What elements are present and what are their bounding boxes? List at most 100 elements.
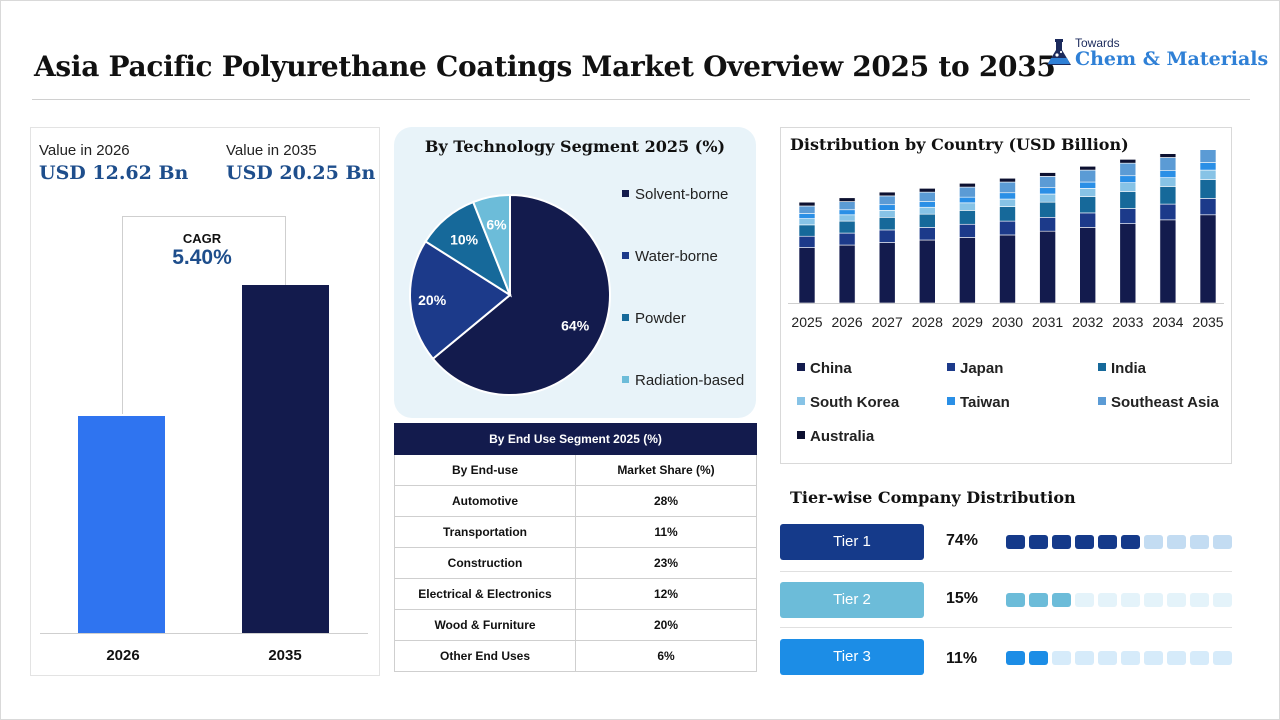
legend-solvent-borne-label: Solvent-borne	[635, 186, 729, 203]
stack-segment-australia-2028	[919, 188, 936, 193]
stack-segment-india-2033	[1119, 191, 1137, 209]
table-row: Automotive 28%	[394, 485, 758, 517]
market-value-panel	[30, 127, 380, 676]
stack-segment-south-korea-2025	[798, 218, 816, 226]
stack-segment-china-2026	[838, 244, 856, 304]
legend-south-korea-label: South Korea	[810, 394, 900, 411]
cagr-label: CAGR	[182, 231, 222, 246]
legend-swatch	[797, 397, 805, 406]
stack-segment-china-2025	[798, 247, 816, 304]
cagr-value: 5.40%	[172, 246, 232, 269]
bar-2026	[78, 416, 165, 633]
stack-segment-taiwan-2034	[1159, 170, 1177, 178]
pie-value-label: 64%	[561, 318, 590, 334]
stack-segment-taiwan-2033	[1119, 175, 1137, 183]
stack-segment-japan-2025	[798, 235, 816, 248]
stack-segment-australia-2027	[878, 191, 896, 197]
technology-pie-chart: 64% 20% 10% 6%	[409, 193, 611, 396]
stack-segment-japan-2030	[999, 220, 1016, 236]
slice-solvent-borne	[431, 193, 611, 396]
value-2035-label: Value in 2035	[226, 142, 317, 159]
legend-southeast-asia: Southeast Asia	[1098, 394, 1219, 411]
stack-segment-japan-2033	[1119, 208, 1137, 224]
tier-3-label: Tier 3	[780, 639, 924, 675]
stack-segment-southeast-asia-2025	[798, 205, 816, 214]
title-divider	[32, 99, 1250, 100]
legend-water-borne: Water-borne	[622, 248, 718, 265]
x-tick-label: 2035	[1192, 314, 1223, 330]
stack-segment-taiwan-2035	[1199, 162, 1217, 171]
stack-segment-taiwan-2029	[959, 196, 976, 204]
tier-dot-empty	[1098, 593, 1117, 607]
legend-radiation-based: Radiation-based	[622, 372, 744, 389]
stack-segment-south-korea-2034	[1159, 177, 1177, 187]
logo-text-big: Chem & Materials	[1075, 48, 1269, 70]
stack-segment-india-2026	[838, 220, 856, 234]
year-label-2035: 2035	[268, 647, 302, 664]
legend-australia: Australia	[797, 428, 874, 445]
stack-segment-australia-2025	[798, 201, 816, 207]
tier-3-value: 11%	[946, 650, 978, 667]
x-tick-label: 2027	[872, 314, 903, 330]
tier-dot-empty	[1121, 593, 1140, 607]
tier-dot-filled	[1052, 535, 1071, 549]
stack-segment-japan-2027	[878, 229, 896, 243]
bar-2035	[242, 285, 329, 633]
stack-segment-australia-2030	[999, 177, 1016, 183]
stack-segment-japan-2034	[1159, 203, 1177, 221]
table-row: Construction 23%	[394, 547, 758, 579]
flask-icon	[1047, 39, 1071, 65]
legend-swatch	[1098, 363, 1106, 372]
stack-segment-india-2035	[1199, 179, 1217, 199]
country-distribution-panel	[780, 127, 1232, 464]
stack-segment-india-2032	[1079, 196, 1097, 214]
legend-water-borne-label: Water-borne	[635, 248, 718, 265]
table-row: Electrical & Electronics 12%	[394, 578, 758, 610]
tier-2-value: 15%	[946, 590, 979, 607]
stack-segment-japan-2035	[1199, 198, 1217, 216]
tier-dot-filled	[1006, 593, 1025, 607]
table-row: Transportation 11%	[394, 516, 758, 548]
table-cell: Construction	[394, 547, 576, 579]
table-cell: Automotive	[394, 485, 576, 517]
stack-segment-south-korea-2029	[959, 202, 976, 211]
tier-dot-empty	[1144, 651, 1163, 665]
table-cell: 28%	[574, 485, 758, 517]
pie-value-label: 6%	[486, 216, 507, 232]
logo-text-small: Towards	[1075, 36, 1120, 50]
tier-2-dots	[1006, 593, 1232, 607]
legend-swatch	[797, 363, 805, 372]
legend-australia-label: Australia	[810, 428, 875, 445]
table-header-end-use: By End-use	[394, 454, 576, 486]
legend-powder-label: Powder	[635, 310, 686, 327]
value-2026-amount: USD 12.62 Bn	[39, 162, 189, 184]
tier-dot-empty	[1213, 535, 1232, 549]
stack-segment-india-2029	[959, 210, 976, 225]
legend-japan-label: Japan	[960, 360, 1004, 377]
legend-south-korea: South Korea	[797, 394, 899, 411]
legend-swatch	[947, 363, 955, 372]
stack-segment-southeast-asia-2028	[919, 191, 936, 202]
tier-dot-empty	[1144, 593, 1163, 607]
x-tick-label: 2033	[1112, 314, 1143, 330]
stack-segment-china-2029	[959, 237, 976, 304]
stack-segment-china-2033	[1119, 223, 1137, 304]
stack-segment-south-korea-2035	[1199, 169, 1217, 180]
stack-segment-india-2025	[798, 224, 816, 237]
legend-swatch	[947, 397, 955, 406]
legend-swatch	[622, 251, 629, 259]
value-chart-baseline	[40, 633, 368, 634]
tier-dot-filled	[1052, 593, 1071, 607]
tier-dot-filled	[1121, 535, 1140, 549]
stack-segment-china-2035	[1199, 214, 1217, 304]
tier-dot-empty	[1167, 593, 1186, 607]
tier-dot-empty	[1167, 651, 1186, 665]
tier-dot-empty	[1075, 593, 1094, 607]
stack-segment-india-2027	[878, 217, 896, 231]
tier-dot-filled	[1029, 535, 1048, 549]
stack-segment-southeast-asia-2033	[1119, 162, 1137, 177]
table-cell: Electrical & Electronics	[394, 578, 576, 610]
tier-section-title: Tier-wise Company Distribution	[790, 488, 1076, 507]
table-cell: 20%	[574, 609, 758, 641]
stack-segment-japan-2032	[1079, 212, 1097, 228]
